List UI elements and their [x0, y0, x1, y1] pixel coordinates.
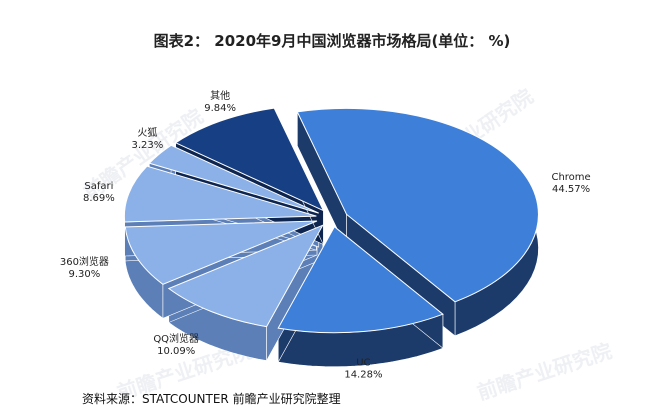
slice-category-label: 其他 [210, 89, 230, 102]
slice-category-label: Safari [84, 181, 113, 192]
pie-slice-Chrome [296, 107, 539, 303]
slice-category-label: 火狐 [137, 126, 157, 139]
source-note: 资料来源：STATCOUNTER 前瞻产业研究院整理 [82, 392, 341, 406]
pie-slice-QQ浏览器 [167, 224, 324, 328]
pie-slice-其他 [174, 107, 325, 212]
slice-category-label: QQ浏览器 [153, 332, 199, 345]
slice-category-label: UC [356, 358, 370, 369]
pie-slice-Safari [123, 165, 317, 223]
slice-category-label: 360浏览器 [60, 255, 109, 268]
slice-tops [123, 107, 539, 334]
chart-title: 图表2： 2020年9月中国浏览器市场格局(单位： %) [153, 32, 511, 50]
slice-category-label: Chrome [551, 172, 590, 183]
slice-value-label: 8.69% [83, 193, 115, 204]
watermark-text: 前瞻产业研究院 [474, 339, 615, 405]
pie-slice-360浏览器 [124, 220, 318, 285]
slice-value-label: 9.84% [204, 103, 236, 114]
pie-slice-UC [277, 225, 444, 334]
slice-value-label: 9.30% [69, 269, 101, 280]
slice-value-label: 44.57% [552, 184, 590, 195]
slice-value-label: 14.28% [344, 370, 382, 381]
slice-value-label: 3.23% [132, 140, 164, 151]
pie-slice-火狐 [148, 144, 319, 214]
slice-value-label: 10.09% [157, 346, 195, 357]
